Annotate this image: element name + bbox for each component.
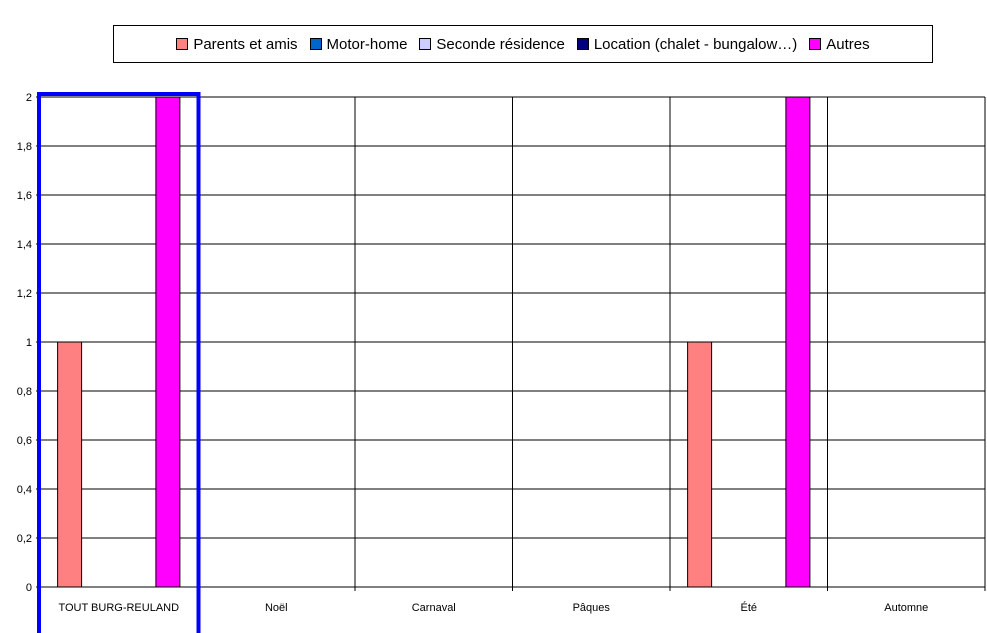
x-tick-label: Été (740, 601, 757, 614)
bar (57, 341, 83, 588)
x-tick-label: Carnaval (412, 602, 456, 614)
x-tick-label: Pâques (573, 602, 611, 614)
bar (687, 341, 713, 588)
legend-swatch (419, 38, 432, 50)
legend-label: Seconde résidence (436, 35, 565, 53)
legend-label: Autres (826, 35, 870, 53)
legend-label: Location (chalet - bungalow…) (593, 35, 798, 53)
y-tick-label: 0,6 (17, 435, 32, 447)
legend-swatch (576, 38, 589, 50)
x-tick-label: TOUT BURG-REULAND (58, 602, 179, 614)
legend-swatch (809, 38, 822, 50)
x-tick-label: Automne (884, 602, 928, 614)
x-tick-label: Noël (265, 602, 288, 614)
legend-label: Motor-home (326, 35, 408, 53)
legend-item: Autres (809, 35, 870, 53)
y-tick-label: 1 (26, 337, 32, 349)
y-tick-label: 1,8 (17, 141, 32, 153)
y-tick-label: 1,4 (17, 239, 32, 251)
highlight-box (37, 92, 201, 633)
bar (155, 96, 181, 588)
legend-item: Location (chalet - bungalow…) (576, 35, 798, 53)
bar (785, 96, 811, 588)
legend-swatch (309, 38, 322, 50)
y-tick-label: 0,2 (17, 533, 32, 545)
y-tick-label: 0 (26, 582, 32, 594)
y-tick-label: 2 (26, 92, 32, 104)
legend-label: Parents et amis (193, 35, 298, 53)
legend-swatch (176, 38, 189, 50)
chart-legend: Parents et amis Motor-home Seconde résiden… (113, 25, 933, 63)
y-tick-label: 1,2 (17, 288, 32, 300)
y-tick-label: 0,4 (17, 484, 32, 496)
legend-item: Motor-home (309, 35, 408, 53)
y-tick-label: 0,8 (17, 386, 32, 398)
legend-item: Parents et amis (176, 35, 298, 53)
legend-item: Seconde résidence (419, 35, 565, 53)
y-tick-label: 1,6 (17, 190, 32, 202)
